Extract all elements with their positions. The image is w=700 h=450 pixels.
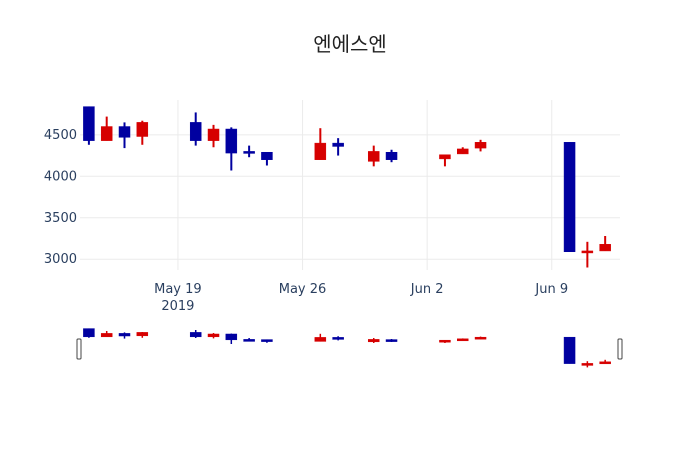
candle <box>367 338 380 343</box>
candle <box>385 339 398 342</box>
candle <box>367 145 380 167</box>
candle <box>243 338 255 342</box>
y-axis: 3000 3500 4000 4500 <box>44 128 77 267</box>
candle <box>100 331 113 338</box>
y-tick-label: 4000 <box>44 169 77 184</box>
candle <box>225 333 238 344</box>
candle <box>225 127 238 171</box>
candle <box>136 120 149 145</box>
candle <box>261 339 273 343</box>
x-tick-label: Jun 2 <box>410 282 444 297</box>
candle <box>83 106 95 145</box>
candle <box>243 145 255 158</box>
candle <box>100 116 113 141</box>
range-slider-right-handle[interactable] <box>617 338 623 360</box>
candle <box>189 112 202 146</box>
x-tick-label: Jun 9 <box>534 282 568 297</box>
candle <box>474 336 487 340</box>
candle <box>581 241 594 268</box>
candle <box>314 333 327 342</box>
candle <box>207 124 220 148</box>
range-slider[interactable] <box>76 328 623 368</box>
y-tick-label: 3000 <box>44 252 77 267</box>
candle <box>563 336 576 364</box>
candle <box>599 236 611 252</box>
y-tick-label: 3500 <box>44 211 77 226</box>
candle <box>474 139 487 152</box>
x-tick-label: May 26 <box>279 282 327 297</box>
range-slider-candles <box>83 328 611 368</box>
candle <box>314 128 327 160</box>
candle <box>439 339 451 343</box>
chart-title: 엔에스엔 <box>313 32 387 56</box>
x-tick-sublabel: 2019 <box>161 299 194 314</box>
y-tick-label: 4500 <box>44 128 77 143</box>
candle <box>118 122 131 149</box>
candle <box>207 333 220 339</box>
candle <box>136 332 149 338</box>
candle <box>118 332 131 339</box>
candle <box>385 149 398 163</box>
candles-main[interactable] <box>83 106 611 268</box>
candle <box>563 142 576 253</box>
candle <box>581 361 594 368</box>
candle <box>599 359 611 365</box>
candle <box>439 154 451 167</box>
candle <box>83 328 95 338</box>
gridlines <box>80 100 620 270</box>
candle <box>189 330 202 338</box>
candle <box>332 336 344 341</box>
x-axis: May 19 2019 May 26 Jun 2 Jun 9 <box>154 282 568 314</box>
candle <box>332 138 344 156</box>
candle <box>261 151 273 166</box>
candle <box>456 338 469 342</box>
candle <box>456 147 469 155</box>
x-tick-label: May 19 <box>154 282 202 297</box>
range-slider-left-handle[interactable] <box>76 338 82 360</box>
